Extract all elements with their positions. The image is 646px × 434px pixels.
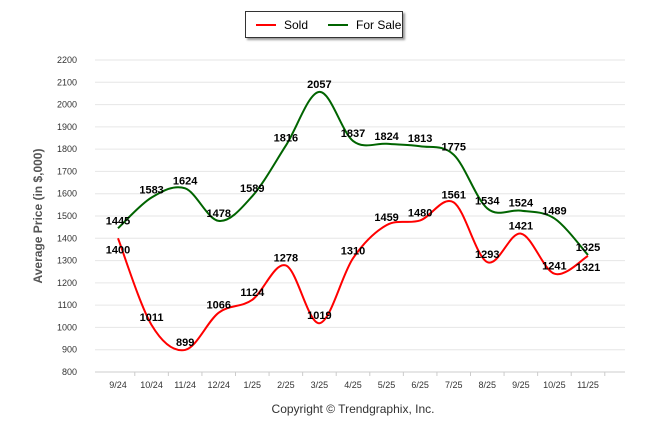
- data-label-sold: 1459: [374, 212, 398, 224]
- y-tick-label: 1600: [57, 189, 77, 199]
- legend-item-for-sale[interactable]: For Sale: [328, 18, 401, 32]
- data-label-sold: 899: [176, 337, 194, 349]
- data-label-sold: 1400: [106, 244, 130, 256]
- x-tick-label: 3/25: [311, 380, 329, 390]
- data-label-for-sale: 1583: [139, 185, 163, 197]
- data-label-sold: 1293: [475, 249, 499, 261]
- data-label-sold: 1561: [441, 189, 465, 201]
- y-tick-label: 2000: [57, 100, 77, 110]
- series-line-sold: [117, 200, 589, 352]
- y-tick-label: 1000: [57, 322, 77, 332]
- x-tick-label: 11/25: [577, 380, 599, 390]
- data-label-for-sale: 1489: [542, 205, 566, 217]
- data-label-for-sale: 1478: [206, 208, 230, 220]
- y-tick-label: 1400: [57, 233, 77, 243]
- data-label-sold: 1480: [408, 207, 432, 219]
- data-label-sold: 1124: [240, 287, 265, 299]
- y-tick-label: 2100: [57, 77, 77, 87]
- legend-label-for-sale: For Sale: [356, 17, 402, 32]
- data-label-for-sale: 1524: [509, 198, 534, 210]
- data-label-for-sale: 1837: [341, 128, 365, 140]
- y-tick-label: 1300: [57, 256, 77, 266]
- data-label-for-sale: 1325: [576, 242, 600, 254]
- data-label-sold: 1310: [341, 245, 365, 257]
- y-tick-label: 1900: [57, 122, 77, 132]
- x-tick-label: 11/24: [174, 380, 196, 390]
- y-tick-label: 1800: [57, 144, 77, 154]
- data-label-for-sale: 1813: [408, 133, 432, 145]
- x-tick-label: 10/25: [543, 380, 566, 390]
- x-tick-label: 5/25: [378, 380, 396, 390]
- y-tick-label: 2200: [57, 55, 77, 65]
- x-tick-label: 4/25: [344, 380, 362, 390]
- x-tick-label: 6/25: [411, 380, 429, 390]
- data-label-for-sale: 1534: [475, 195, 500, 207]
- data-label-for-sale: 2057: [307, 79, 331, 91]
- y-tick-label: 1700: [57, 166, 77, 176]
- data-label-for-sale: 1445: [106, 215, 130, 227]
- x-tick-label: 2/25: [277, 380, 295, 390]
- x-tick-label: 9/25: [512, 380, 530, 390]
- data-label-sold: 1421: [509, 221, 533, 233]
- y-tick-label: 1200: [57, 278, 77, 288]
- copyright-footer: Copyright © Trendgraphix, Inc.: [272, 402, 435, 416]
- data-label-for-sale: 1816: [274, 133, 298, 145]
- data-label-sold: 1019: [307, 310, 331, 322]
- data-label-sold: 1321: [576, 262, 600, 274]
- x-tick-label: 7/25: [445, 380, 463, 390]
- x-tick-label: 9/24: [109, 380, 127, 390]
- x-tick-label: 1/25: [244, 380, 262, 390]
- legend-swatch-sold: [256, 23, 276, 26]
- y-tick-label: 1100: [58, 300, 77, 310]
- data-label-for-sale: 1624: [173, 175, 198, 187]
- y-tick-label: 900: [62, 345, 77, 355]
- data-label-sold: 1011: [140, 312, 164, 324]
- data-label-sold: 1278: [274, 252, 298, 264]
- y-tick-label: 800: [62, 367, 77, 377]
- legend-swatch-for-sale: [328, 23, 349, 26]
- x-tick-label: 10/24: [140, 380, 163, 390]
- series-line-for-sale: [117, 90, 589, 256]
- x-tick-label: 8/25: [479, 380, 497, 390]
- data-label-for-sale: 1589: [240, 183, 264, 195]
- data-label-for-sale: 1824: [374, 131, 399, 143]
- y-axis-label: Average Price (in $,000): [31, 149, 45, 284]
- data-label-for-sale: 1775: [441, 142, 465, 154]
- data-label-sold: 1066: [206, 300, 230, 312]
- y-tick-label: 1500: [57, 211, 77, 221]
- data-label-sold: 1241: [542, 261, 566, 273]
- legend-label-sold: Sold: [284, 17, 309, 32]
- legend-item-sold[interactable]: Sold: [256, 18, 308, 32]
- x-tick-label: 12/24: [207, 380, 230, 390]
- legend: Sold For Sale: [245, 11, 403, 38]
